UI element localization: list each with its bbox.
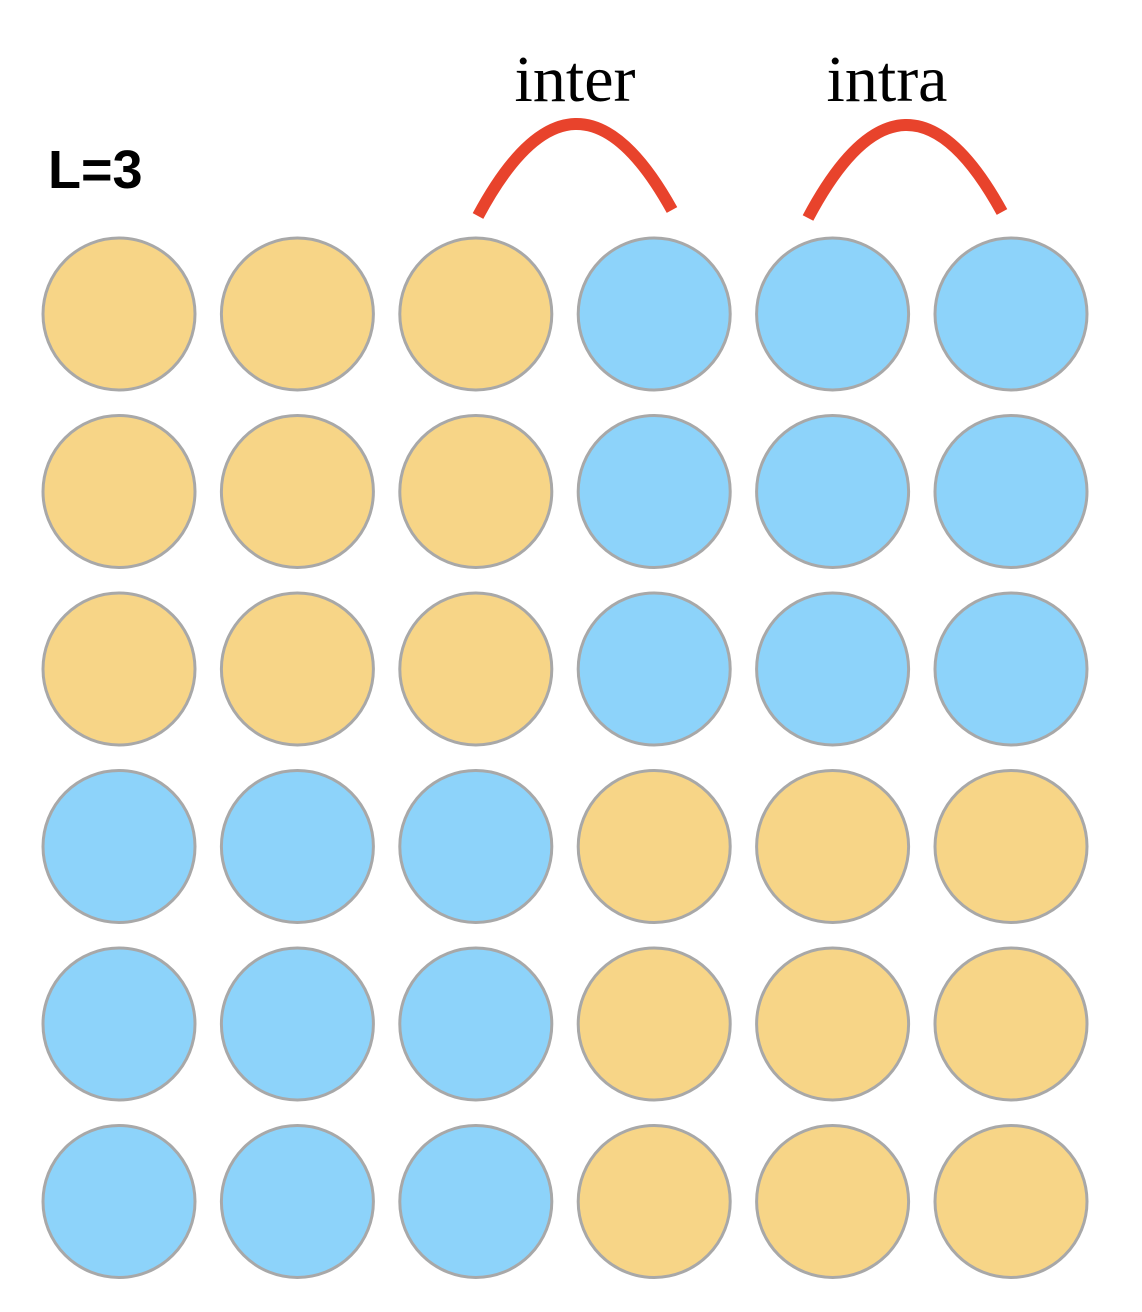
site-circle-orange [219, 414, 375, 569]
site-circle-orange [576, 1124, 732, 1279]
site-circle-blue [219, 946, 375, 1102]
site-circle-blue [576, 236, 732, 392]
site-circle-orange [41, 591, 197, 747]
site-circle-blue [576, 591, 732, 747]
site-circle-blue [398, 946, 554, 1102]
site-circle-orange [398, 236, 554, 392]
site-circle-orange [219, 591, 375, 747]
site-circle-blue [219, 1124, 375, 1279]
site-circle-blue [933, 236, 1089, 392]
site-circle-orange [755, 946, 911, 1102]
intra-arc [802, 119, 1008, 221]
site-circle-blue [398, 1124, 554, 1279]
site-circle-orange [933, 1124, 1089, 1279]
site-circle-orange [755, 1124, 911, 1279]
site-circle-blue [41, 769, 197, 924]
site-circle-orange [398, 414, 554, 569]
site-circle-orange [933, 769, 1089, 924]
site-circle-blue [41, 1124, 197, 1279]
site-circle-blue [755, 414, 911, 569]
site-circle-orange [576, 769, 732, 924]
size-label: L=3 [48, 140, 143, 200]
site-circle-orange [398, 591, 554, 747]
site-circle-orange [933, 946, 1089, 1102]
site-circle-blue [41, 946, 197, 1102]
site-circle-blue [219, 769, 375, 924]
site-circle-orange [41, 414, 197, 569]
intra-label: intra [827, 43, 948, 116]
site-circle-blue [933, 591, 1089, 747]
inter-label: inter [515, 43, 636, 116]
site-circle-orange [576, 946, 732, 1102]
site-circle-blue [933, 414, 1089, 569]
site-circle-orange [219, 236, 375, 392]
site-circle-orange [41, 236, 197, 392]
inter-arc [472, 118, 678, 219]
site-circle-blue [755, 236, 911, 392]
site-circle-orange [755, 769, 911, 924]
spin-grid [41, 236, 1089, 1279]
site-circle-blue [755, 591, 911, 747]
site-circle-blue [398, 769, 554, 924]
site-circle-blue [576, 414, 732, 569]
